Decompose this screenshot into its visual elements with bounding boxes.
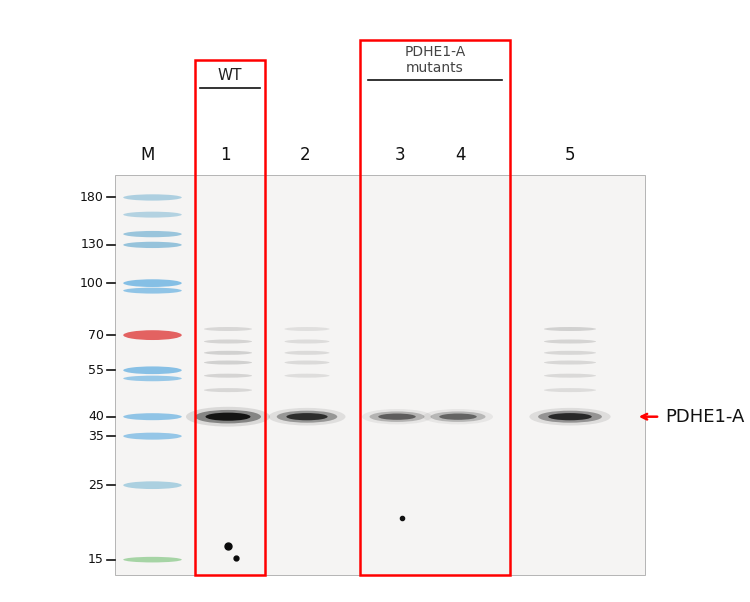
Ellipse shape <box>440 414 477 420</box>
Ellipse shape <box>423 409 493 424</box>
Ellipse shape <box>362 409 432 424</box>
Text: 15: 15 <box>88 553 104 566</box>
Ellipse shape <box>548 413 592 420</box>
Ellipse shape <box>123 433 182 439</box>
Ellipse shape <box>284 340 329 344</box>
Text: 100: 100 <box>80 277 104 290</box>
Ellipse shape <box>206 412 251 421</box>
Ellipse shape <box>123 413 182 420</box>
Ellipse shape <box>544 388 596 392</box>
Ellipse shape <box>204 388 252 392</box>
Text: 25: 25 <box>88 479 104 492</box>
Ellipse shape <box>284 327 329 331</box>
Ellipse shape <box>123 330 182 340</box>
Text: WT: WT <box>217 67 242 82</box>
Ellipse shape <box>544 340 596 344</box>
Text: mutants: mutants <box>406 61 463 75</box>
Ellipse shape <box>123 242 182 248</box>
Ellipse shape <box>430 411 485 422</box>
Text: 35: 35 <box>88 430 104 442</box>
Ellipse shape <box>544 374 596 377</box>
Ellipse shape <box>530 408 610 426</box>
Bar <box>115 175 645 575</box>
Ellipse shape <box>544 361 596 365</box>
Ellipse shape <box>277 411 338 423</box>
Text: 2: 2 <box>300 146 310 164</box>
Ellipse shape <box>204 374 252 377</box>
Ellipse shape <box>538 411 602 423</box>
Ellipse shape <box>123 557 182 562</box>
Ellipse shape <box>378 414 416 420</box>
Ellipse shape <box>268 408 346 426</box>
Ellipse shape <box>123 367 182 374</box>
Ellipse shape <box>186 407 270 427</box>
Ellipse shape <box>204 361 252 365</box>
Ellipse shape <box>123 194 182 200</box>
Ellipse shape <box>284 374 329 377</box>
Ellipse shape <box>284 361 329 365</box>
Text: 70: 70 <box>88 329 104 341</box>
Text: 4: 4 <box>454 146 465 164</box>
Text: 55: 55 <box>88 364 104 377</box>
Bar <box>195 60 265 575</box>
Bar <box>360 40 510 575</box>
Text: M: M <box>141 146 155 164</box>
Ellipse shape <box>286 413 328 420</box>
Ellipse shape <box>204 340 252 344</box>
Ellipse shape <box>123 482 182 489</box>
Ellipse shape <box>544 327 596 331</box>
Ellipse shape <box>123 376 182 381</box>
Ellipse shape <box>123 231 182 237</box>
Ellipse shape <box>204 327 252 331</box>
Ellipse shape <box>284 351 329 355</box>
Text: 180: 180 <box>80 191 104 204</box>
Ellipse shape <box>123 279 182 287</box>
Text: 130: 130 <box>80 238 104 252</box>
Text: 5: 5 <box>565 146 575 164</box>
Ellipse shape <box>204 351 252 355</box>
Text: 40: 40 <box>88 410 104 423</box>
Ellipse shape <box>123 288 182 294</box>
Ellipse shape <box>123 212 182 217</box>
Ellipse shape <box>195 410 261 423</box>
Ellipse shape <box>370 411 424 422</box>
Text: PDHE1-A: PDHE1-A <box>665 408 744 426</box>
Text: 3: 3 <box>394 146 405 164</box>
Text: PDHE1-A: PDHE1-A <box>404 45 466 59</box>
Ellipse shape <box>544 351 596 355</box>
Text: 1: 1 <box>220 146 230 164</box>
